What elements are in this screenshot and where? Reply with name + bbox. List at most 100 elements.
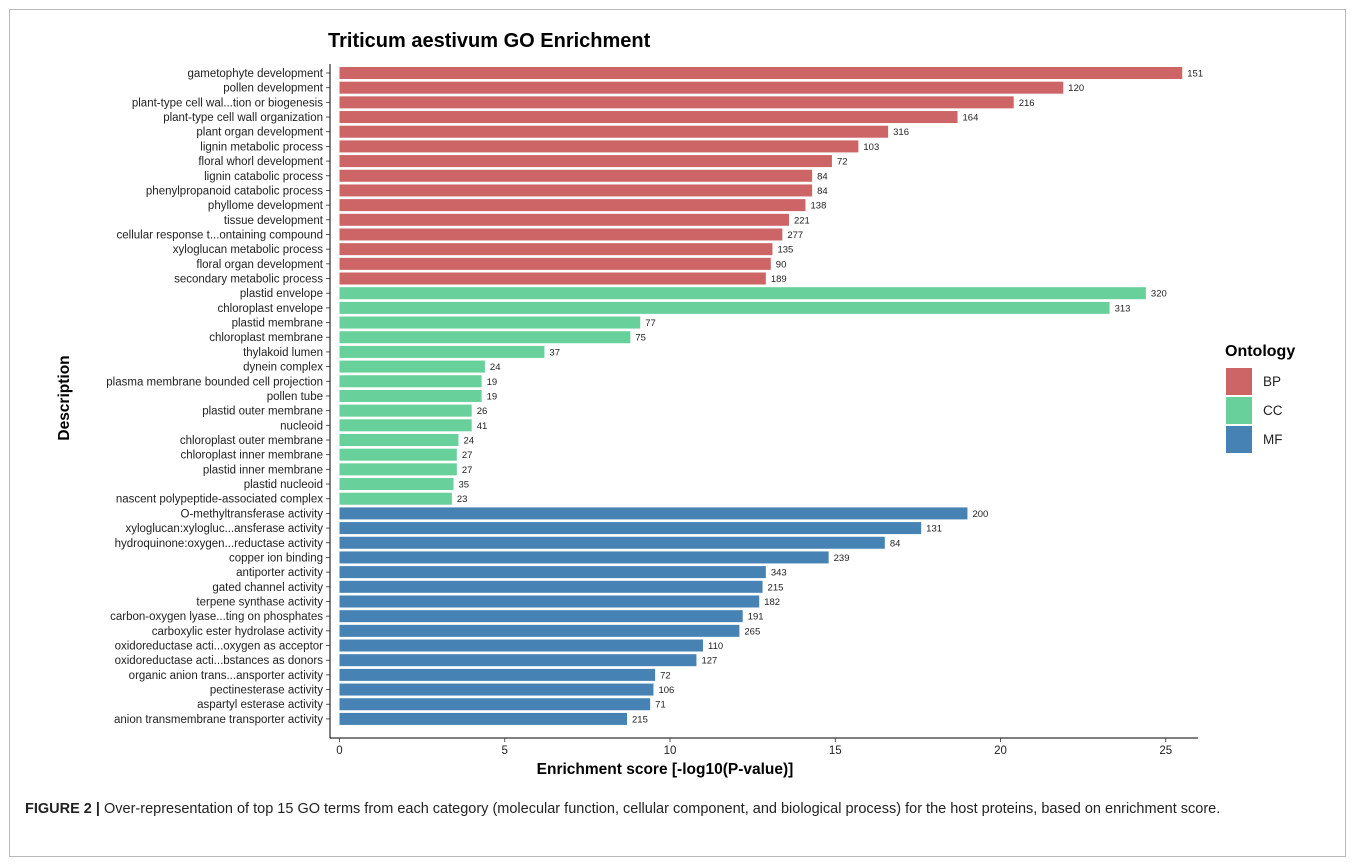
y-tick-label: dynein complex bbox=[243, 362, 323, 374]
bar-cc bbox=[339, 404, 472, 417]
bar-row-plant-type-cell-wal-tion-or-biogenesis: plant-type cell wal...tion or biogenesis… bbox=[132, 96, 1035, 109]
bar-row-plastid-outer-membrane: plastid outer membrane 26 bbox=[202, 404, 487, 418]
bar-count-label: 75 bbox=[635, 333, 646, 344]
legend-title: Ontology bbox=[1225, 343, 1295, 360]
bar-mf bbox=[339, 580, 763, 593]
y-tick-label: plant organ development bbox=[196, 127, 323, 139]
caption-label: FIGURE 2 | bbox=[25, 801, 100, 817]
bar-count-label: 19 bbox=[487, 377, 498, 388]
bar-row-pollen-tube: pollen tube 19 bbox=[267, 389, 497, 403]
bar-count-label: 131 bbox=[926, 524, 942, 535]
bar-mf bbox=[339, 683, 654, 696]
bar-count-label: 84 bbox=[890, 538, 901, 549]
bar-bp bbox=[339, 257, 771, 270]
legend-swatch-mf bbox=[1226, 426, 1252, 453]
bar-row-dynein-complex: dynein complex 24 bbox=[243, 360, 501, 374]
bar-bp bbox=[339, 140, 859, 153]
legend-swatch-bp bbox=[1226, 368, 1252, 395]
bar-bp bbox=[339, 111, 958, 124]
bar-count-label: 90 bbox=[776, 259, 787, 270]
bar-count-label: 313 bbox=[1115, 303, 1131, 314]
y-tick-label: antiporter activity bbox=[236, 567, 323, 579]
bar-cc bbox=[339, 287, 1146, 300]
bar-mf bbox=[339, 595, 760, 608]
bar-count-label: 35 bbox=[459, 480, 470, 491]
bar-mf bbox=[339, 698, 651, 711]
bar-count-label: 221 bbox=[794, 215, 810, 226]
bar-count-label: 37 bbox=[549, 347, 560, 358]
bar-count-label: 151 bbox=[1187, 69, 1203, 80]
y-tick-label: plant-type cell wal...tion or biogenesis bbox=[132, 97, 323, 109]
y-tick-label: oxidoreductase acti...oxygen as acceptor bbox=[115, 641, 324, 653]
bar-count-label: 77 bbox=[645, 318, 656, 329]
bar-count-label: 103 bbox=[863, 142, 879, 153]
bar-count-label: 41 bbox=[477, 421, 488, 432]
y-tick-label: plastid nucleoid bbox=[244, 479, 323, 491]
y-tick-label: nascent polypeptide-associated complex bbox=[116, 494, 323, 506]
bar-mf bbox=[339, 507, 968, 520]
y-tick-label: nucleoid bbox=[280, 420, 323, 432]
y-tick-label: phenylpropanoid catabolic process bbox=[146, 185, 323, 197]
bar-bp bbox=[339, 81, 1064, 94]
bar-row-anion-transmembrane-transporter-activity: anion transmembrane transporter activity… bbox=[114, 712, 648, 726]
bar-mf bbox=[339, 639, 704, 652]
y-tick-label: carboxylic ester hydrolase activity bbox=[152, 626, 324, 638]
y-tick-label: chloroplast inner membrane bbox=[180, 450, 323, 462]
bar-cc bbox=[339, 492, 452, 505]
bar-row-nascent-polypeptide-associated-complex: nascent polypeptide-associated complex 23 bbox=[116, 492, 467, 506]
bar-bp bbox=[339, 67, 1183, 79]
y-tick-label: pectinesterase activity bbox=[210, 685, 323, 697]
x-tick-label: 10 bbox=[664, 745, 677, 757]
bar-count-label: 24 bbox=[490, 362, 501, 373]
bar-row-cellular-response-t-ontaining-compound: cellular response t...ontaining compound… bbox=[117, 228, 803, 241]
y-tick-label: terpene synthase activity bbox=[196, 596, 323, 608]
y-tick-label: aspartyl esterase activity bbox=[197, 699, 323, 711]
legend-label-cc: CC bbox=[1263, 403, 1283, 418]
legend: Ontology BP CC MF bbox=[1225, 343, 1295, 453]
x-tick-label: 0 bbox=[336, 745, 342, 757]
y-tick-label: chloroplast outer membrane bbox=[180, 435, 323, 447]
bar-row-chloroplast-inner-membrane: chloroplast inner membrane 27 bbox=[180, 448, 473, 462]
x-tick-label: 25 bbox=[1159, 745, 1172, 757]
bar-row-tissue-development: tissue development 221 bbox=[224, 213, 810, 227]
y-tick-label: xyloglucan:xylogluc...ansferase activity bbox=[125, 523, 323, 535]
bar-count-label: 343 bbox=[771, 568, 787, 579]
y-tick-label: cellular response t...ontaining compound bbox=[117, 229, 324, 241]
bar-cc bbox=[339, 448, 457, 461]
bar-count-label: 189 bbox=[771, 274, 787, 285]
bar-mf bbox=[339, 654, 697, 667]
bar-bp bbox=[339, 169, 813, 182]
bar-count-label: 27 bbox=[462, 450, 473, 461]
bar-cc bbox=[339, 434, 459, 446]
bar-mf bbox=[339, 668, 656, 681]
bar-row-copper-ion-binding: copper ion binding 239 bbox=[229, 551, 849, 564]
y-tick-label: lignin catabolic process bbox=[204, 171, 323, 183]
bar-count-label: 84 bbox=[817, 171, 828, 182]
y-tick-label: gametophyte development bbox=[187, 68, 323, 80]
bar-mf bbox=[339, 624, 740, 637]
y-tick-label: chloroplast membrane bbox=[209, 332, 323, 344]
bar-row-plastid-inner-membrane: plastid inner membrane 27 bbox=[203, 463, 472, 476]
caption-text: Over-representation of top 15 GO terms f… bbox=[99, 801, 1221, 817]
bar-bp bbox=[339, 243, 773, 256]
y-tick-label: plasma membrane bounded cell projection bbox=[106, 376, 323, 388]
bar-row-secondary-metabolic-process: secondary metabolic process 189 bbox=[174, 272, 787, 286]
bar-count-label: 72 bbox=[660, 670, 671, 681]
x-tick-label: 15 bbox=[829, 745, 842, 757]
bar-row-antiporter-activity: antiporter activity 343 bbox=[236, 566, 787, 579]
y-tick-label: plastid inner membrane bbox=[203, 464, 323, 476]
bar-row-lignin-catabolic-process: lignin catabolic process 84 bbox=[204, 169, 828, 183]
bar-row-plastid-nucleoid: plastid nucleoid 35 bbox=[244, 478, 469, 491]
bar-mf bbox=[339, 536, 885, 549]
legend-label-mf: MF bbox=[1263, 432, 1283, 447]
y-tick-label: phyllome development bbox=[208, 200, 324, 212]
y-tick-label: floral whorl development bbox=[198, 156, 323, 168]
bar-count-label: 215 bbox=[768, 582, 784, 593]
y-tick-label: plastid envelope bbox=[240, 288, 323, 300]
y-tick-label: lignin metabolic process bbox=[200, 141, 323, 153]
bar-row-oxidoreductase-acti-oxygen-as-acceptor: oxidoreductase acti...oxygen as acceptor… bbox=[115, 639, 723, 653]
bar-row-hydroquinone-oxygen-reductase-activity: hydroquinone:oxygen...reductase activity… bbox=[115, 536, 901, 550]
bar-count-label: 110 bbox=[708, 641, 723, 652]
bar-row-floral-organ-development: floral organ development 90 bbox=[196, 257, 787, 271]
bar-count-label: 265 bbox=[744, 626, 760, 637]
